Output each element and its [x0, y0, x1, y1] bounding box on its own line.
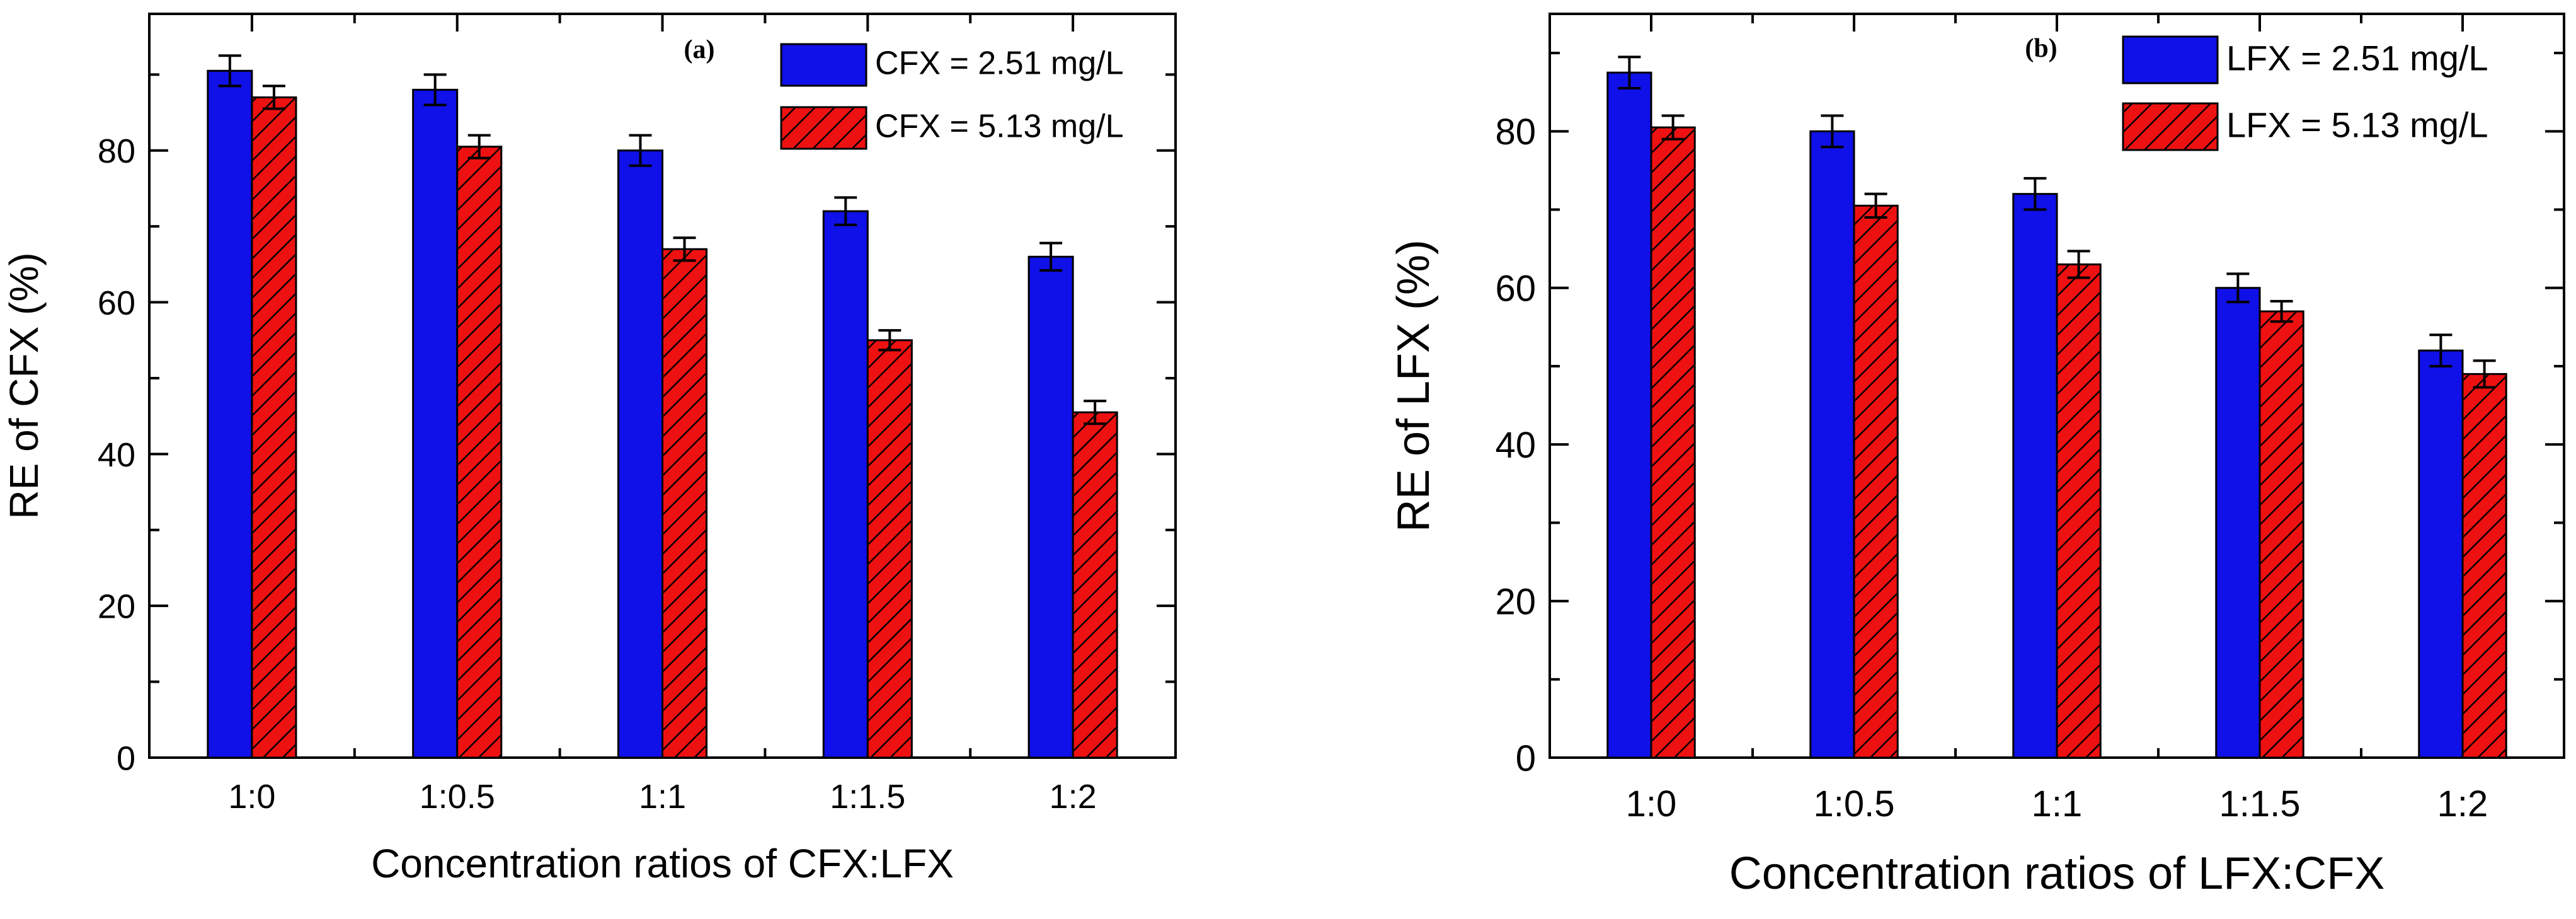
x-tick-label: 1:1.5: [2219, 783, 2301, 824]
bar-series-2: [661, 248, 708, 759]
legend-label-1: LFX = 2.51 mg/L: [2226, 38, 2488, 78]
bar-series-2: [251, 96, 297, 759]
x-axis-title: Concentration ratios of CFX:LFX: [371, 841, 954, 886]
legend-label-2: LFX = 5.13 mg/L: [2226, 105, 2488, 144]
chart-panel-a: 0 20 40 60 80 1:0 1:0.5 1:1 1:1.5 1:2 Concentratio…: [1, 13, 1177, 886]
legend-swatch-1: [780, 43, 867, 87]
panel-label: (a): [684, 35, 715, 64]
bar-series-2: [1650, 126, 1696, 759]
bar-series-2: [1072, 411, 1118, 759]
bar-series-1: [822, 210, 869, 759]
legend-swatch-2: [2122, 102, 2219, 151]
error-bar: [673, 236, 696, 262]
bar-series-1: [1809, 130, 1855, 759]
error-bar: [834, 196, 857, 226]
legend: LFX = 2.51 mg/L LFX = 5.13 mg/L: [2122, 35, 2488, 151]
y-axis-title: RE of LFX (%): [1388, 240, 1439, 532]
y-tick-label: 60: [1495, 269, 1536, 309]
legend: CFX = 2.51 mg/L CFX = 5.13 mg/L: [780, 43, 1124, 150]
bar-series-1: [2215, 287, 2261, 759]
bar-series-1: [412, 88, 459, 759]
error-bar: [1821, 114, 1844, 149]
legend-label-2: CFX = 5.13 mg/L: [875, 108, 1124, 145]
error-bar: [2024, 176, 2047, 211]
bar-series-1: [1028, 255, 1074, 759]
bar-series-2: [2461, 373, 2507, 759]
panel-label: (b): [2025, 34, 2057, 63]
error-bar: [1864, 192, 1887, 219]
y-axis-title: RE of CFX (%): [1, 252, 47, 519]
y-tick-label: 0: [1516, 738, 1536, 779]
y-tick-label: 20: [98, 588, 135, 626]
error-bar: [2270, 299, 2293, 323]
y-tick-label: 40: [1495, 425, 1536, 466]
error-bar: [1618, 55, 1641, 90]
error-bar: [1039, 241, 1063, 272]
error-bar: [467, 134, 491, 159]
x-tick-label: 1:2: [2437, 783, 2488, 824]
x-tick-label: 1:0.5: [1814, 783, 1895, 824]
error-bar: [629, 134, 652, 167]
bar-series-2: [2258, 310, 2304, 759]
x-tick-label: 1:2: [1050, 778, 1097, 816]
error-bar: [2226, 272, 2250, 304]
bar-series-2: [1853, 204, 1899, 759]
y-tick-label: 80: [1495, 112, 1536, 153]
legend-swatch-1: [2122, 35, 2219, 84]
x-tick-label: 1:1.5: [830, 778, 905, 816]
bar-series-2: [456, 146, 503, 759]
y-tick-label: 40: [98, 436, 135, 474]
error-bar: [1661, 114, 1685, 141]
error-bar: [2067, 250, 2090, 279]
bar-series-2: [2056, 263, 2102, 759]
y-tick-label: 0: [117, 739, 135, 777]
x-tick-label: 1:1: [2032, 783, 2083, 824]
bar-series-2: [866, 339, 913, 759]
x-tick-label: 1:1: [639, 778, 686, 816]
error-bar: [218, 54, 241, 88]
y-tick-label: 60: [98, 284, 135, 322]
bar-series-1: [1606, 71, 1652, 759]
error-bar: [1084, 400, 1107, 425]
legend-swatch-2: [780, 106, 867, 150]
error-bar: [423, 73, 447, 107]
x-tick-label: 1:0: [228, 778, 275, 816]
chart-panel-b: 0 20 40 60 80 1:0 1:0.5 1:1 1:1.5 1:2 Concentratio…: [1388, 13, 2565, 899]
bar-series-1: [2418, 349, 2464, 759]
y-tick-label: 80: [98, 132, 135, 170]
x-axis-title: Concentration ratios of LFX:CFX: [1729, 848, 2384, 899]
bar-series-1: [2012, 193, 2058, 759]
error-bar: [2429, 333, 2453, 367]
error-bar: [2473, 359, 2496, 389]
legend-label-1: CFX = 2.51 mg/L: [875, 45, 1124, 82]
bar-series-1: [617, 149, 663, 759]
error-bar: [262, 84, 285, 110]
x-tick-label: 1:0.5: [420, 778, 495, 816]
error-bar: [878, 329, 902, 352]
bar-series-1: [207, 69, 253, 759]
x-tick-label: 1:0: [1626, 783, 1677, 824]
y-tick-label: 20: [1495, 581, 1536, 622]
